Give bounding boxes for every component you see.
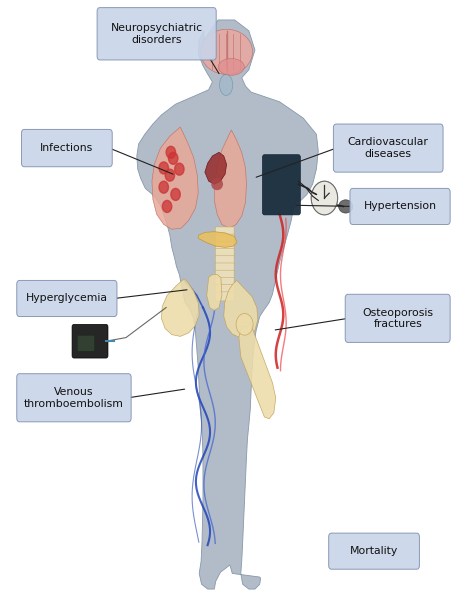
FancyBboxPatch shape xyxy=(215,241,234,250)
Text: Mortality: Mortality xyxy=(350,546,398,556)
FancyBboxPatch shape xyxy=(215,248,234,257)
Circle shape xyxy=(311,181,337,215)
FancyBboxPatch shape xyxy=(17,374,131,422)
Text: Hyperglycemia: Hyperglycemia xyxy=(26,294,108,303)
Circle shape xyxy=(165,169,174,181)
Polygon shape xyxy=(239,323,276,419)
Ellipse shape xyxy=(219,74,233,95)
FancyBboxPatch shape xyxy=(215,263,234,272)
Polygon shape xyxy=(161,279,199,336)
Circle shape xyxy=(171,188,180,200)
Polygon shape xyxy=(198,232,237,247)
Ellipse shape xyxy=(219,58,244,75)
Text: Infections: Infections xyxy=(40,143,93,153)
Polygon shape xyxy=(214,130,246,228)
Polygon shape xyxy=(152,127,198,229)
Polygon shape xyxy=(205,153,227,184)
FancyBboxPatch shape xyxy=(328,533,419,569)
FancyBboxPatch shape xyxy=(72,324,108,358)
Polygon shape xyxy=(224,280,258,338)
Circle shape xyxy=(162,200,172,212)
Text: Hypertension: Hypertension xyxy=(364,201,437,212)
FancyBboxPatch shape xyxy=(77,335,95,352)
FancyBboxPatch shape xyxy=(215,227,234,236)
FancyBboxPatch shape xyxy=(17,280,117,317)
FancyBboxPatch shape xyxy=(97,8,216,60)
Text: Venous
thromboembolism: Venous thromboembolism xyxy=(24,387,124,409)
Circle shape xyxy=(168,153,178,165)
FancyBboxPatch shape xyxy=(215,292,234,301)
Ellipse shape xyxy=(201,30,253,74)
FancyBboxPatch shape xyxy=(215,270,234,279)
Circle shape xyxy=(236,314,253,335)
Text: Neuropsychiatric
disorders: Neuropsychiatric disorders xyxy=(110,23,203,45)
Ellipse shape xyxy=(338,200,353,213)
Ellipse shape xyxy=(211,178,223,190)
Text: Cardiovascular
diseases: Cardiovascular diseases xyxy=(348,137,428,159)
FancyBboxPatch shape xyxy=(21,130,112,167)
FancyBboxPatch shape xyxy=(350,188,450,224)
Polygon shape xyxy=(137,20,318,589)
FancyBboxPatch shape xyxy=(215,277,234,286)
Text: Osteoporosis
fractures: Osteoporosis fractures xyxy=(362,308,433,329)
FancyBboxPatch shape xyxy=(263,155,301,215)
FancyBboxPatch shape xyxy=(215,234,234,243)
FancyBboxPatch shape xyxy=(333,124,443,172)
Circle shape xyxy=(166,147,175,159)
FancyBboxPatch shape xyxy=(345,294,450,343)
FancyBboxPatch shape xyxy=(215,256,234,265)
Circle shape xyxy=(159,162,168,174)
Circle shape xyxy=(159,181,168,193)
Polygon shape xyxy=(207,274,222,311)
FancyBboxPatch shape xyxy=(215,285,234,294)
Circle shape xyxy=(174,163,184,175)
